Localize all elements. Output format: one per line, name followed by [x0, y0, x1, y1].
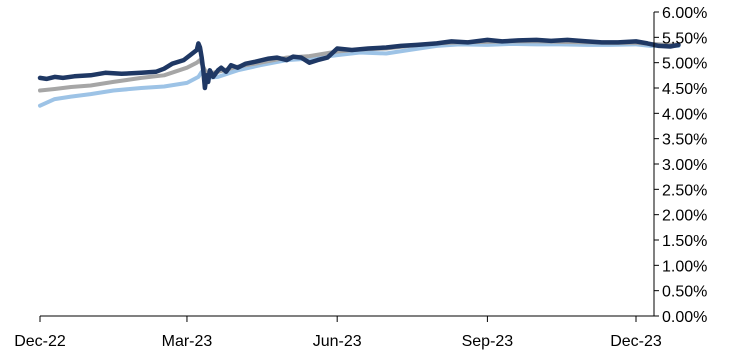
y-tick-label: 3.00% — [662, 157, 707, 174]
y-tick-label: 1.50% — [662, 233, 707, 250]
y-tick-label: 0.50% — [662, 284, 707, 301]
x-tick-label: Dec-22 — [14, 333, 66, 350]
y-tick-label: 5.00% — [662, 56, 707, 73]
y-tick-label: 0.00% — [662, 309, 707, 326]
y-axis-ticks: 0.00% 0.50% 1.00% 1.50% 2.00% 2.50% 3.00% 3.50%… — [654, 5, 707, 326]
y-tick-label: 3.50% — [662, 132, 707, 149]
x-tick-label: Mar-23 — [162, 333, 213, 350]
y-tick-label: 5.50% — [662, 30, 707, 47]
x-tick-label: Sep-23 — [462, 333, 514, 350]
y-tick-label: 6.00% — [662, 5, 707, 22]
x-tick-label: Dec-23 — [610, 333, 662, 350]
y-tick-label: 2.50% — [662, 182, 707, 199]
x-tick-label: Jun-23 — [313, 333, 362, 350]
series-layer — [37, 37, 681, 108]
y-tick-label: 2.00% — [662, 208, 707, 225]
y-tick-label: 4.50% — [662, 81, 707, 98]
series-line-3 — [37, 37, 681, 91]
y-tick-label: 4.00% — [662, 106, 707, 123]
x-axis-ticks: Dec-22 Mar-23 Jun-23 Sep-23 Dec-23 — [14, 316, 662, 350]
y-tick-label: 1.00% — [662, 258, 707, 275]
